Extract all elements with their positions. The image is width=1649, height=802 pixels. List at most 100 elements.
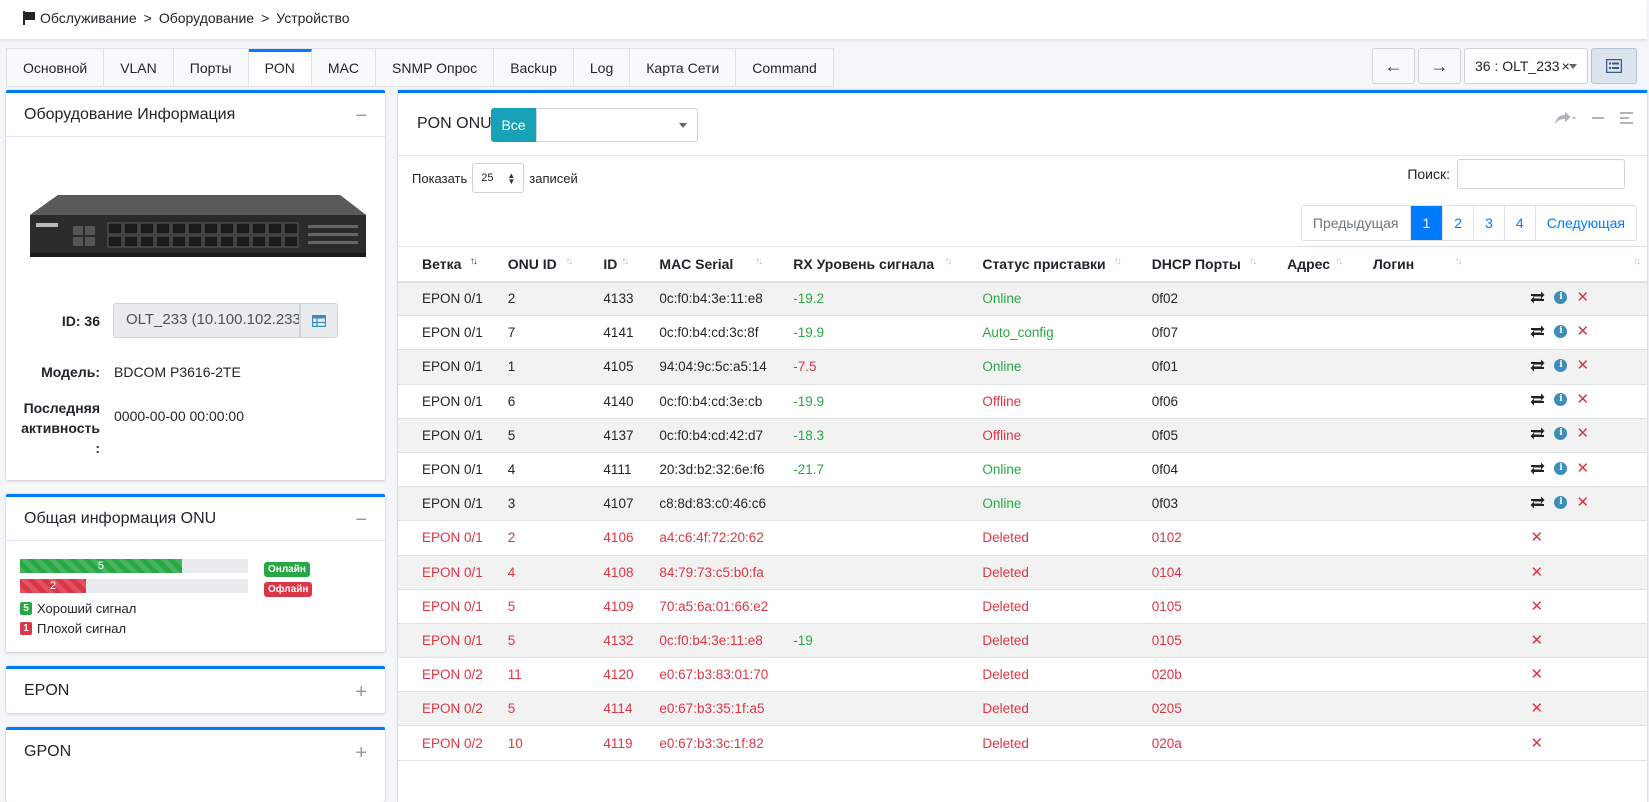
tab-pon[interactable]: PON <box>248 49 312 86</box>
exchange-icon[interactable] <box>1530 325 1545 338</box>
bars-icon[interactable] <box>1620 112 1633 124</box>
exchange-icon[interactable] <box>1530 359 1545 372</box>
pagination-page-4[interactable]: 4 <box>1505 206 1536 240</box>
column-header[interactable]: DHCP Порты ↑↓ <box>1127 246 1264 283</box>
chevron-down-icon <box>679 123 687 128</box>
exchange-icon[interactable] <box>1530 427 1545 440</box>
cell-rx <box>769 725 959 761</box>
list-view-button[interactable] <box>1591 48 1637 84</box>
device-select[interactable]: 36 : OLT_233 × <box>1464 48 1588 84</box>
cell-branch: EPON 0/2 <box>398 691 484 727</box>
column-header[interactable]: Статус приставки ↑↓ <box>958 246 1128 283</box>
times-icon[interactable]: ✕ <box>1576 425 1590 443</box>
device-name-field[interactable]: OLT_233 (10.100.102.233) <box>113 303 300 338</box>
tab-snmp[interactable]: SNMP Опрос <box>376 49 495 86</box>
info-circle-icon[interactable]: i <box>1554 290 1568 304</box>
times-icon[interactable]: ✕ <box>1530 563 1544 581</box>
pagination-next[interactable]: Следующая <box>1546 215 1625 231</box>
collapse-icon[interactable]: − <box>355 509 367 531</box>
breadcrumb-item-equipment[interactable]: Оборудование <box>158 10 255 26</box>
forward-button[interactable]: → <box>1418 48 1461 84</box>
exchange-icon[interactable] <box>1530 496 1545 509</box>
expand-icon[interactable]: + <box>355 681 367 703</box>
arrow-right-icon: → <box>1430 55 1449 76</box>
page-length-select[interactable]: 25 ▲ ▼ <box>472 163 525 193</box>
info-circle-icon[interactable]: i <box>1554 427 1568 441</box>
cell-branch: EPON 0/2 <box>398 657 484 693</box>
share-icon[interactable] <box>1554 111 1576 125</box>
cell-mac: 94:04:9c:5c:a5:14 <box>635 349 770 385</box>
all-filter-button[interactable]: Все <box>491 108 536 142</box>
times-icon[interactable]: ✕ <box>1576 391 1590 409</box>
column-header[interactable]: Адрес ↑↓ <box>1263 246 1349 283</box>
times-icon[interactable]: ✕ <box>1576 322 1590 340</box>
pagination-page-2[interactable]: 2 <box>1443 206 1475 240</box>
times-icon[interactable]: ✕ <box>1576 459 1590 477</box>
tab-network-map[interactable]: Карта Сети <box>630 49 737 86</box>
search-input[interactable] <box>1457 159 1625 189</box>
column-header[interactable]: ID ↑↓ <box>579 246 636 283</box>
device-select-value: 36 : OLT_233 <box>1475 58 1560 74</box>
offline-progress-fill: 2 <box>20 579 87 593</box>
cell-onu-id: 6 <box>483 384 580 419</box>
column-header[interactable]: ONU ID ↑↓ <box>483 246 580 283</box>
info-circle-icon[interactable]: i <box>1554 495 1568 509</box>
tab-command[interactable]: Command <box>736 49 833 86</box>
minus-icon[interactable] <box>1592 116 1604 120</box>
times-icon[interactable]: ✕ <box>1530 529 1544 547</box>
times-icon[interactable]: ✕ <box>1576 288 1590 306</box>
tab-ports[interactable]: Порты <box>173 49 249 86</box>
cell-dhcp: 0105 <box>1127 589 1264 624</box>
card-header[interactable]: EPON + <box>6 669 385 713</box>
cell-login <box>1348 589 1469 624</box>
cell-addr <box>1263 520 1349 556</box>
column-header[interactable]: Ветка ↑↓ <box>398 246 484 283</box>
times-icon[interactable]: ✕ <box>1576 493 1590 511</box>
tab-main[interactable]: Основной <box>7 49 105 86</box>
info-circle-icon[interactable]: i <box>1554 393 1568 407</box>
column-header[interactable]: Логин ↑↓ <box>1348 246 1469 283</box>
breadcrumb: Обслуживание > Оборудование > Устройство <box>22 10 350 26</box>
cell-status: Deleted <box>958 520 1128 556</box>
back-button[interactable]: ← <box>1372 48 1415 84</box>
cell-addr <box>1263 589 1349 624</box>
info-circle-icon[interactable]: i <box>1554 461 1568 475</box>
pagination-previous[interactable]: Предыдущая <box>1302 206 1411 240</box>
good-signal-row: 5 Хороший сигнал <box>20 601 136 616</box>
cell-rx: -19.9 <box>769 384 959 419</box>
expand-icon[interactable]: + <box>355 742 367 764</box>
tab-backup[interactable]: Backup <box>494 49 574 86</box>
exchange-icon[interactable] <box>1530 462 1545 475</box>
collapse-icon[interactable]: − <box>355 105 367 127</box>
column-header[interactable]: MAC Serial ↑↓ <box>635 246 770 283</box>
table-row: EPON 0/1 5 4109 70:a5:6a:01:66:e2 Deleted 010… <box>398 589 1647 624</box>
exchange-icon[interactable] <box>1530 393 1545 406</box>
breadcrumb-item-maintenance[interactable]: Обслуживание <box>40 10 137 26</box>
cell-addr <box>1263 486 1349 522</box>
times-icon[interactable]: ✕ <box>1530 597 1544 615</box>
info-circle-icon[interactable]: i <box>1554 358 1568 372</box>
onu-filter-select[interactable] <box>536 108 698 142</box>
column-header[interactable]: ↑↓ <box>1468 246 1647 283</box>
tab-vlan[interactable]: VLAN <box>104 49 174 86</box>
cell-actions: i ✕ <box>1468 384 1647 419</box>
times-icon[interactable]: ✕ <box>1530 666 1544 684</box>
times-icon[interactable]: ✕ <box>1530 734 1544 752</box>
cell-status: Auto_config <box>958 315 1128 351</box>
pagination-page-3[interactable]: 3 <box>1474 206 1505 240</box>
tab-mac[interactable]: MAC <box>311 49 377 86</box>
cell-status: Online <box>958 349 1128 385</box>
times-icon[interactable]: ✕ <box>1576 356 1590 374</box>
card-header[interactable]: GPON + <box>6 730 385 774</box>
table-row: EPON 0/1 7 4141 0c:f0:b4:cd:3c:8f -19.9 Auto_… <box>398 315 1647 351</box>
column-header[interactable]: RX Уровень сигнала ↑↓ <box>769 246 959 283</box>
exchange-icon[interactable] <box>1530 291 1545 304</box>
pagination-page-1[interactable]: 1 <box>1410 206 1444 240</box>
times-icon[interactable]: ✕ <box>1530 700 1544 718</box>
times-icon[interactable]: ✕ <box>1530 631 1544 649</box>
info-circle-icon[interactable]: i <box>1554 324 1568 338</box>
device-view-button[interactable] <box>300 303 338 338</box>
clear-icon[interactable]: × <box>1561 58 1570 74</box>
tab-log[interactable]: Log <box>573 49 631 86</box>
cell-login <box>1348 691 1469 727</box>
